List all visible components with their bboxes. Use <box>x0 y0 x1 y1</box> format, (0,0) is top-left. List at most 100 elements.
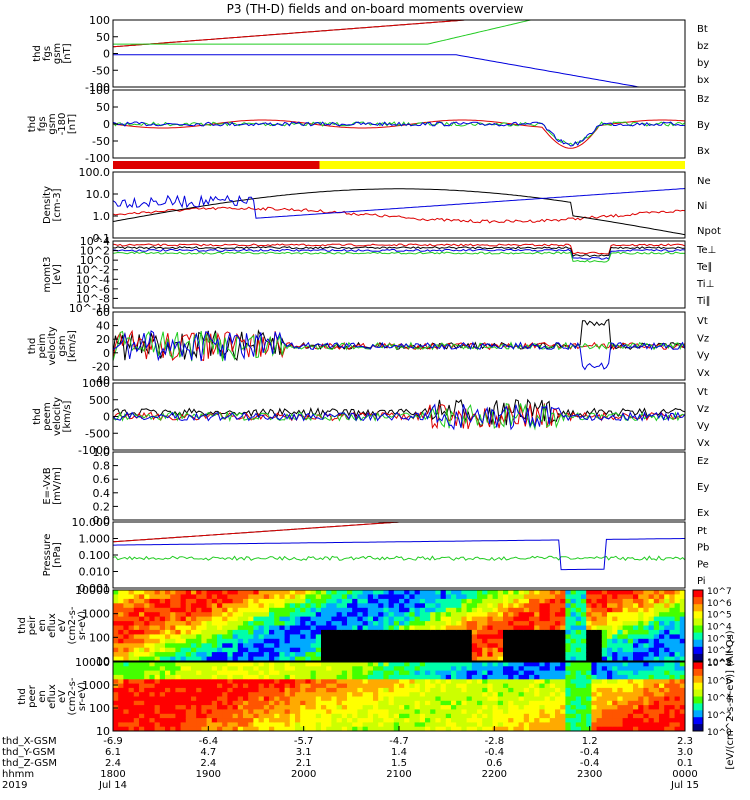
legend-vt: Vt <box>697 387 708 398</box>
spectrogram-cell <box>367 670 374 676</box>
spectrogram-cell <box>331 590 338 595</box>
spectrogram-cell <box>373 625 379 631</box>
spectrogram-cell <box>653 726 660 731</box>
spectrogram-cell <box>607 674 613 680</box>
spectrogram-cell <box>113 594 119 600</box>
spectrogram-cell <box>419 692 426 698</box>
spectrogram-cell <box>555 629 561 635</box>
spectrogram-cell <box>643 662 650 667</box>
spectrogram-cell <box>331 674 338 680</box>
spectrogram-cell <box>378 726 384 731</box>
spectrogram-cell <box>419 629 426 635</box>
spectrogram-cell <box>113 722 119 728</box>
spectrogram-cell <box>513 594 520 600</box>
spectrogram-cell <box>664 692 670 698</box>
spectrogram-cell <box>555 709 561 715</box>
spectrogram-cell <box>461 679 468 685</box>
spectrogram-cell <box>378 666 384 672</box>
spectrogram-cell <box>243 696 249 702</box>
spectrogram-cell <box>430 726 436 731</box>
spectrogram-cell <box>586 718 592 723</box>
spectrogram-cell <box>586 612 592 618</box>
spectrogram-cell <box>549 713 556 719</box>
spectrogram-cell <box>274 634 280 640</box>
spectrogram-cell <box>492 607 499 613</box>
spectrogram-cell <box>128 662 135 667</box>
spectrogram-cell <box>653 607 660 613</box>
spectrogram-cell <box>128 656 135 661</box>
spectrogram-cell <box>518 652 525 658</box>
spectrogram-cell <box>154 612 161 618</box>
spectrogram-cell <box>586 722 592 728</box>
spectrogram-cell <box>232 722 239 728</box>
y-axis-label-line: sr-eV) <box>77 682 88 711</box>
spectrogram-cell <box>565 643 572 649</box>
spectrogram-cell <box>544 670 551 676</box>
spectrogram-cell <box>575 603 582 609</box>
spectrogram-cell <box>638 625 644 631</box>
spectrogram-cell <box>419 709 426 715</box>
y-axis-label-line: peem <box>42 402 53 430</box>
spectrogram-cell <box>185 683 192 689</box>
spectrogram-cell <box>492 722 499 728</box>
spectrogram-cell <box>653 612 660 618</box>
spectrogram-cell <box>487 687 494 693</box>
spectrogram-cell <box>560 696 566 702</box>
spectrogram-cell <box>305 726 312 731</box>
spectrogram-cell <box>347 652 353 658</box>
spectrogram-cell <box>607 722 613 728</box>
spectrogram-cell <box>674 607 681 613</box>
spectrogram-cell <box>612 616 618 622</box>
spectrogram-cell <box>362 687 369 693</box>
spectrogram-cell <box>503 662 509 667</box>
spectrogram-cell <box>113 625 119 631</box>
spectrogram-cell <box>575 590 582 595</box>
spectrogram-cell <box>139 687 145 693</box>
spectrogram-cell <box>471 713 478 719</box>
spectrogram-cell <box>310 700 317 706</box>
spectrogram-cell <box>144 709 150 715</box>
spectrogram-cell <box>529 607 535 613</box>
spectrogram-cell <box>393 625 400 631</box>
spectrogram-cell <box>648 683 655 689</box>
spectrogram-cell <box>149 696 156 702</box>
spectrogram-cell <box>622 656 629 661</box>
spectrogram-cell <box>497 621 504 627</box>
spectrogram-cell <box>211 679 218 685</box>
spectrogram-cell <box>466 634 473 640</box>
spectrogram-cell <box>336 629 343 635</box>
y-axis-label: Density [cm-3] <box>42 186 63 224</box>
spectrogram-cell <box>295 638 301 644</box>
spectrogram-cell <box>549 643 556 649</box>
spectrogram-cell <box>539 590 546 595</box>
spectrogram-cell <box>445 705 452 710</box>
spectrogram-cell <box>622 705 629 710</box>
spectrogram-cell <box>128 647 135 653</box>
spectrogram-cell <box>279 652 286 658</box>
spectrogram-cell <box>373 722 379 728</box>
spectrogram-cell <box>227 679 234 685</box>
spectrogram-cell <box>607 713 613 719</box>
spectrogram-cell <box>284 607 291 613</box>
spectrogram-cell <box>378 722 384 728</box>
spectrogram-cell <box>321 594 327 600</box>
spectrogram-cell <box>258 666 265 672</box>
legend-ti∥: Ti∥ <box>696 296 711 307</box>
spectrogram-cell <box>175 625 182 631</box>
spectrogram-cell <box>269 666 275 672</box>
spectrogram-cell <box>118 726 124 731</box>
spectrogram-cell <box>113 621 119 627</box>
spectrogram-cell <box>305 647 312 653</box>
spectrogram-cell <box>456 674 462 680</box>
spectrogram-cell <box>305 687 312 693</box>
spectrogram-cell <box>284 625 291 631</box>
spectrogram-cell <box>341 647 348 653</box>
spectrogram-cell <box>622 709 629 715</box>
spectrogram-cell <box>617 726 624 731</box>
spectrogram-cell <box>435 638 442 644</box>
spectrogram-cell <box>523 598 530 604</box>
spectrogram-cell <box>196 598 202 604</box>
x-row-value: 2.3 <box>677 736 693 747</box>
spectrogram-cell <box>679 603 685 609</box>
spectrogram-cell <box>263 679 270 685</box>
